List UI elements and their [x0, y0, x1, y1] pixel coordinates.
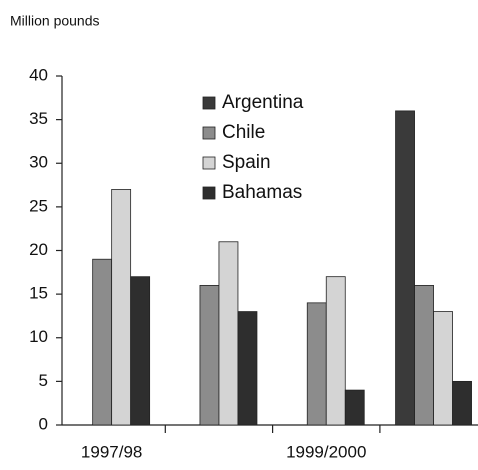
y-tick-label: 0 — [39, 414, 48, 433]
bar — [395, 110, 415, 426]
bar — [306, 302, 327, 426]
legend-label: Bahamas — [222, 182, 302, 203]
legend-label: Argentina — [222, 92, 304, 113]
bar — [325, 276, 346, 426]
x-tick-label: 1999/2000 — [286, 442, 366, 461]
legend-label: Spain — [222, 152, 271, 173]
bar — [237, 311, 258, 426]
bar — [199, 284, 220, 426]
y-tick-label: 15 — [29, 284, 48, 303]
legend-swatch — [202, 126, 216, 140]
bar — [344, 389, 365, 426]
y-tick-label: 10 — [29, 327, 48, 346]
legend-swatch — [202, 96, 216, 110]
x-tick-label: 1997/98 — [81, 442, 142, 461]
y-tick-label: 25 — [29, 196, 48, 215]
bar — [452, 380, 472, 426]
bar — [414, 284, 434, 426]
y-tick-label: 35 — [29, 109, 48, 128]
bar — [92, 258, 113, 426]
legend-swatch — [202, 156, 216, 170]
bar — [111, 189, 132, 426]
y-tick-label: 30 — [29, 153, 48, 172]
y-tick-label: 40 — [29, 65, 48, 84]
y-tick-label: 5 — [39, 371, 48, 390]
legend-swatch — [202, 186, 216, 200]
bar — [130, 276, 151, 426]
bar — [433, 311, 453, 426]
legend-label: Chile — [222, 122, 265, 143]
bar — [218, 241, 239, 426]
y-tick-label: 20 — [29, 240, 48, 259]
y-axis-label: Million pounds — [10, 13, 100, 29]
